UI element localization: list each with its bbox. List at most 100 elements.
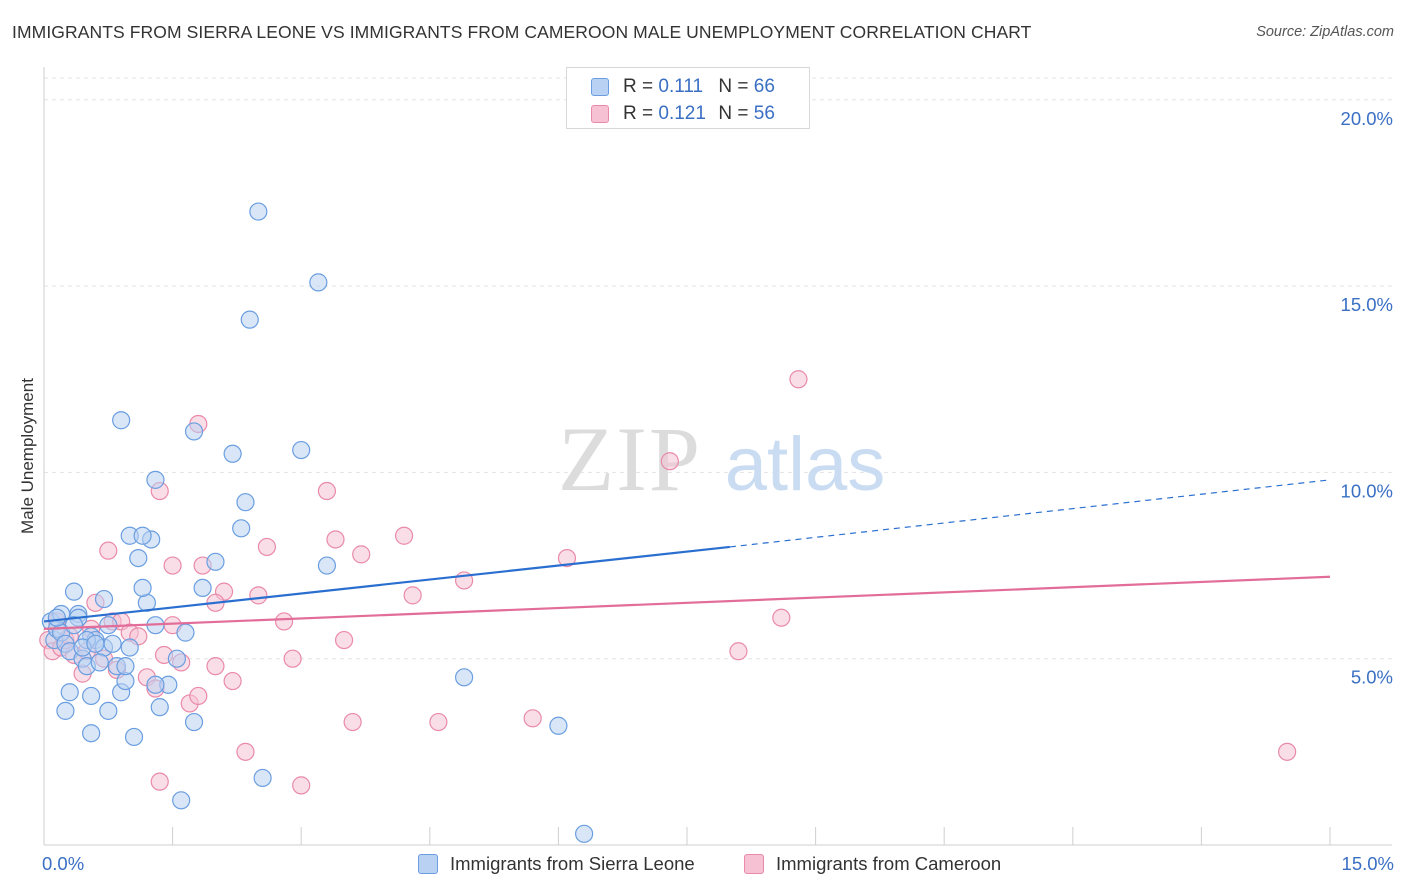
point-cameroon (223, 671, 242, 691)
watermark: ZIP atlas (558, 408, 885, 510)
point-sierra-leone (82, 724, 101, 743)
point-sierra-leone (184, 422, 204, 441)
trend-lines (43, 479, 1331, 630)
point-cameroon (150, 772, 169, 791)
point-cameroon (99, 541, 118, 560)
point-sierra-leone (206, 552, 225, 571)
bottom-legend-swatch-cameroon (744, 854, 764, 874)
point-cameroon (317, 481, 337, 501)
point-cameroon (163, 556, 182, 575)
point-cameroon (283, 649, 302, 668)
x-tick-label-min: 0.0% (42, 853, 85, 874)
point-sierra-leone (240, 310, 259, 329)
point-sierra-leone (317, 556, 337, 575)
y-tick-label: 15.0% (1341, 294, 1393, 315)
point-sierra-leone (454, 668, 474, 687)
point-sierra-leone (64, 616, 84, 635)
point-sierra-leone (82, 686, 101, 706)
point-cameroon (660, 452, 679, 471)
legend-n-value: 56 (753, 103, 775, 124)
point-sierra-leone (120, 638, 139, 657)
point-sierra-leone (236, 493, 255, 512)
point-sierra-leone (56, 701, 75, 720)
point-cameroon (206, 657, 225, 676)
point-cameroon (394, 526, 414, 545)
watermark-zip: ZIP (558, 408, 702, 510)
point-sierra-leone (86, 634, 105, 653)
chart-title: IMMIGRANTS FROM SIERRA LEONE VS IMMIGRAN… (12, 22, 1032, 42)
bottom-legend-label-sierra-leone: Immigrants from Sierra Leone (450, 853, 695, 874)
legend-swatch-sierra-leone (591, 78, 609, 96)
legend-swatch-cameroon (591, 105, 609, 123)
point-sierra-leone (232, 519, 251, 538)
grid-lines (44, 77, 1392, 660)
bottom-legend-sierra-leone: Immigrants from Sierra Leone (418, 852, 695, 876)
point-cameroon (334, 630, 354, 650)
data-points (39, 202, 1297, 843)
point-sierra-leone (292, 440, 311, 460)
correlation-legend: R = 0.111 N = 66 R = 0.121 N = 56 (566, 67, 810, 129)
point-cameroon (772, 608, 791, 627)
point-sierra-leone (223, 444, 242, 463)
point-sierra-leone (253, 768, 272, 788)
legend-row-cameroon: R = 0.121 N = 56 (591, 102, 775, 126)
point-sierra-leone (133, 578, 152, 598)
point-cameroon (274, 612, 294, 631)
legend-r-key: R = (623, 103, 654, 124)
x-tick-label-max: 15.0% (1341, 853, 1394, 874)
y-tick-label: 5.0% (1351, 667, 1393, 688)
axes (43, 67, 1392, 846)
bottom-legend-label-cameroon: Immigrants from Cameroon (776, 853, 1002, 874)
point-cameroon (292, 776, 311, 795)
bottom-legend-cameroon: Immigrants from Cameroon (744, 852, 1001, 876)
legend-r-value: 0.111 (658, 76, 704, 97)
point-sierra-leone (549, 716, 568, 735)
point-sierra-leone (112, 411, 131, 430)
y-tick-label: 20.0% (1341, 108, 1393, 129)
point-sierra-leone (146, 675, 165, 694)
point-sierra-leone (99, 701, 118, 720)
point-cameroon (257, 537, 277, 557)
point-cameroon (352, 545, 371, 564)
point-sierra-leone (94, 589, 114, 609)
point-cameroon (326, 530, 345, 549)
point-sierra-leone (116, 657, 135, 676)
point-sierra-leone (64, 582, 84, 601)
legend-r-value: 0.121 (658, 103, 706, 124)
y-axis-label: Male Unemployment (18, 378, 37, 534)
point-cameroon (729, 642, 748, 661)
point-sierra-leone (47, 608, 66, 627)
point-sierra-leone (176, 623, 195, 642)
legend-n-key: N = (718, 76, 749, 97)
point-sierra-leone (249, 202, 268, 221)
point-cameroon (1278, 742, 1297, 761)
bottom-legend-swatch-sierra-leone (418, 854, 438, 874)
source-label: Source: ZipAtlas.com (1256, 24, 1394, 40)
point-sierra-leone (146, 470, 165, 489)
point-sierra-leone (133, 526, 152, 545)
legend-r-key: R = (623, 76, 654, 97)
point-sierra-leone (129, 549, 148, 568)
trend-line-sierra-leone (43, 545, 730, 623)
point-cameroon (523, 709, 542, 728)
point-sierra-leone (193, 578, 212, 598)
point-cameroon (789, 370, 808, 389)
point-sierra-leone (103, 634, 122, 653)
point-sierra-leone (309, 273, 328, 292)
watermark-atlas: atlas (725, 422, 886, 507)
point-sierra-leone (575, 824, 594, 843)
point-cameroon (343, 712, 362, 732)
point-cameroon (236, 742, 255, 761)
point-sierra-leone (167, 649, 186, 668)
point-cameroon (557, 549, 577, 568)
point-cameroon (189, 686, 208, 706)
point-cameroon (429, 712, 448, 732)
trend-line-cameroon (43, 575, 1331, 630)
point-sierra-leone (184, 712, 204, 732)
trend-line-sierra-leone-projected (729, 479, 1331, 548)
point-sierra-leone (124, 727, 144, 747)
y-tick-label: 10.0% (1341, 480, 1393, 501)
legend-n-key: N = (718, 103, 749, 124)
y-tick-labels: 5.0% 10.0% 15.0% 20.0% (1341, 108, 1393, 688)
